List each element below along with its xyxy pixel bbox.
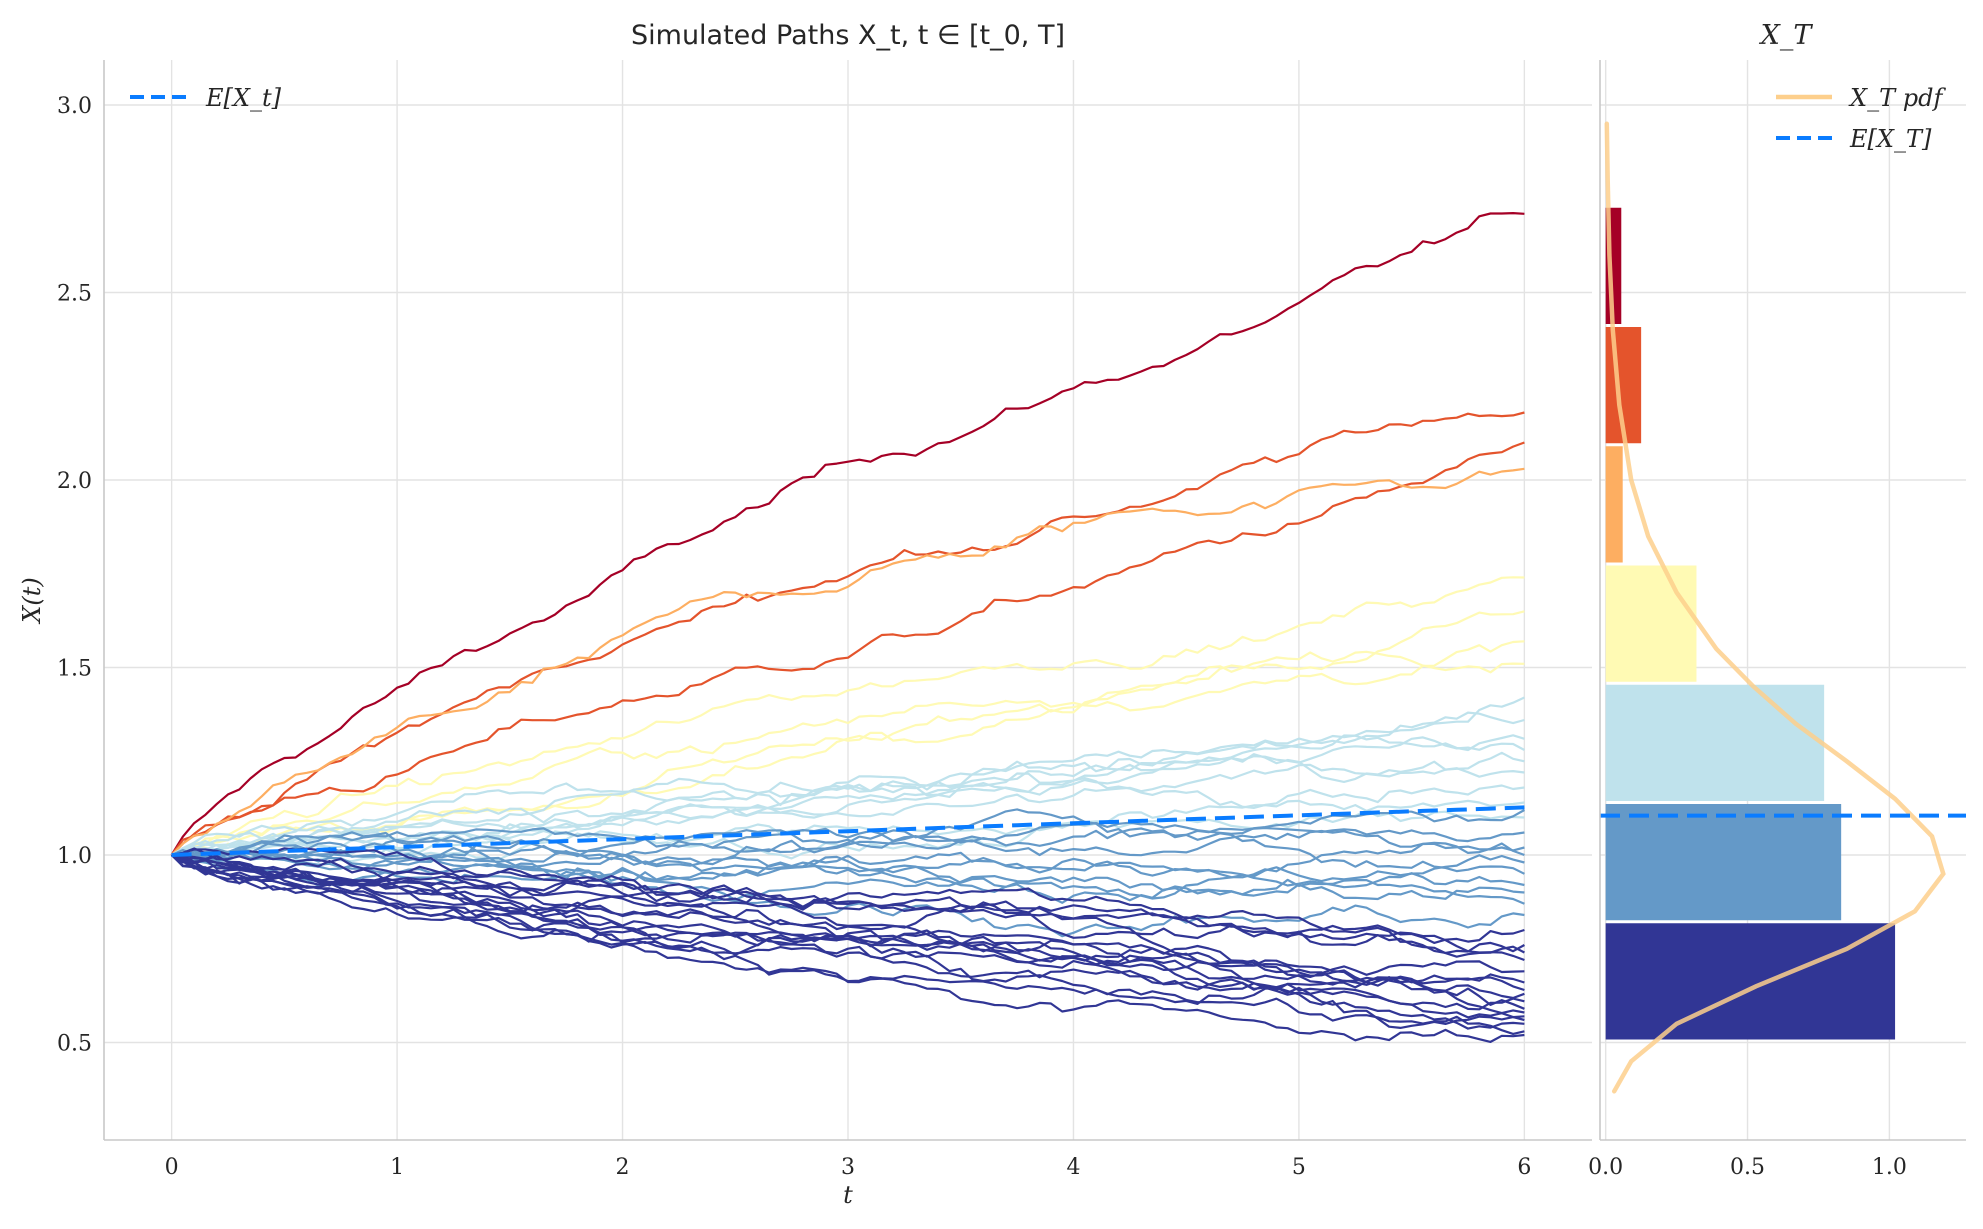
distribution-x-tick-label: 0.0 <box>1588 1155 1623 1180</box>
paths-x-tick-label: 6 <box>1517 1155 1531 1180</box>
simulated-path-line <box>170 212 1525 856</box>
paths-x-tick-label: 5 <box>1292 1155 1306 1180</box>
paths-x-tick-label: 0 <box>165 1155 179 1180</box>
paths-x-tick-label: 1 <box>390 1155 404 1180</box>
histogram-bar <box>1605 684 1825 801</box>
paths-series-group <box>170 212 1525 1043</box>
simulated-path-line <box>171 640 1525 856</box>
simulated-path-line <box>171 853 1525 958</box>
distribution-tick-labels: 0.0 0.5 1.0 <box>1588 1155 1907 1180</box>
simulated-path-line <box>170 467 1525 856</box>
paths-y-tick-label: 1.0 <box>57 844 92 869</box>
simulated-path-line <box>171 829 1525 871</box>
simulated-path-line <box>171 853 1525 992</box>
simulated-path-line <box>171 576 1525 857</box>
simulated-path-line <box>171 827 1525 875</box>
simulated-path-line <box>170 441 1525 856</box>
simulated-path-line <box>170 854 1525 1010</box>
distribution-legend-mean-label: E[X_T] <box>1849 125 1932 153</box>
simulated-path-line <box>171 854 1525 1000</box>
histogram-bar <box>1605 804 1842 921</box>
simulated-path-line <box>171 808 1525 860</box>
distribution-title: X_T <box>1759 20 1814 51</box>
paths-title-text: Simulated Paths X_t, t ∈ [t_0, T] <box>631 20 1065 51</box>
paths-panel: 0 1 2 3 4 5 6 0.5 1.0 1.5 2.0 2.5 3.0 Simulated Path… <box>18 20 1592 1209</box>
pdf-curve <box>1604 121 1946 1094</box>
paths-y-tick-label: 2.5 <box>57 282 92 307</box>
histogram-bar <box>1605 923 1896 1040</box>
simulated-path-line <box>171 853 1525 1022</box>
simulated-path-line <box>171 854 1525 1015</box>
simulated-path-line <box>171 610 1525 857</box>
simulated-path-line <box>171 734 1525 856</box>
distribution-legend: X_T pdf E[X_T] <box>1776 84 1946 153</box>
simulated-path-line <box>171 696 1525 865</box>
simulated-path-line <box>170 411 1525 856</box>
paths-x-tick-label: 4 <box>1066 1155 1080 1180</box>
paths-legend: E[X_t] <box>130 84 282 112</box>
paths-y-tick-label: 0.5 <box>57 1032 92 1057</box>
histogram-bar <box>1605 446 1623 563</box>
paths-title: Simulated Paths X_t, t ∈ [t_0, T] <box>631 20 1065 51</box>
simulated-path-line <box>171 751 1525 859</box>
simulated-path-line <box>171 809 1525 860</box>
paths-y-tick-label: 1.5 <box>57 657 92 682</box>
paths-y-tick-label: 3.0 <box>57 94 92 119</box>
simulated-path-line <box>171 842 1525 938</box>
simulated-path-line <box>171 831 1525 900</box>
paths-x-axis-label: t <box>843 1181 853 1209</box>
simulated-path-line <box>171 853 1525 1043</box>
distribution-x-tick-label: 1.0 <box>1872 1155 1907 1180</box>
simulated-path-line <box>170 854 1525 889</box>
distribution-legend-pdf-label: X_T pdf <box>1848 84 1946 112</box>
histogram-bar <box>1605 565 1697 682</box>
distribution-bars-group <box>1605 207 1896 1040</box>
simulated-path-line <box>171 851 1525 905</box>
distribution-x-tick-label: 0.5 <box>1730 1155 1765 1180</box>
simulated-path-line <box>170 854 1525 1035</box>
paths-legend-mean-label: E[X_t] <box>205 84 282 112</box>
paths-tick-labels: 0 1 2 3 4 5 6 0.5 1.0 1.5 2.0 2.5 3.0 <box>57 94 1531 1180</box>
simulated-path-line <box>171 711 1525 857</box>
paths-y-tick-label: 2.0 <box>57 469 92 494</box>
paths-gridlines <box>104 60 1592 1140</box>
mean-path-line <box>171 805 1525 857</box>
distribution-panel: 0.0 0.5 1.0 X_T X_T pdf E[X_T] <box>1588 20 1966 1180</box>
paths-x-tick-label: 3 <box>841 1155 855 1180</box>
paths-y-axis-label: X(t) <box>18 577 46 624</box>
paths-x-tick-label: 2 <box>616 1155 630 1180</box>
